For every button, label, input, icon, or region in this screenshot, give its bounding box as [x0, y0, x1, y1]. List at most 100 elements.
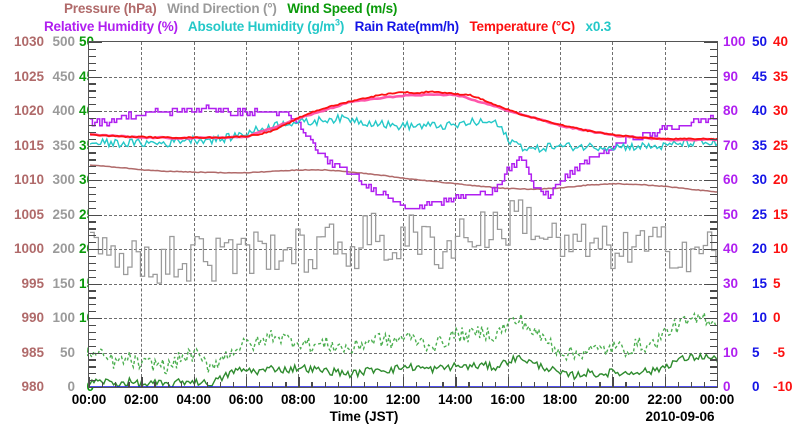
y-tick-minor	[89, 311, 96, 313]
axis-tick-label: 400	[52, 103, 75, 118]
axis-tick-label: 50	[752, 34, 768, 49]
x-tick-major	[350, 377, 352, 387]
x-tick-minor	[167, 382, 169, 387]
y-tick-minor	[89, 359, 96, 361]
axis-labels-relative-humidity: 100 90 80 70 60 50 40 30 20 10 0	[723, 0, 749, 434]
legend-row-humidity-rain-temp: Relative Humidity (%) Absolute Humidity …	[44, 17, 618, 34]
axis-tick-label: 1000	[13, 241, 44, 256]
y-tick-minor	[89, 290, 96, 292]
x-axis-tick-label: 12:00	[385, 392, 421, 407]
axis-tick-label: 100	[723, 34, 746, 49]
y-tick-minor	[710, 324, 717, 327]
y-tick-minor	[710, 380, 717, 382]
gridline-vertical	[455, 42, 457, 387]
x-tick-minor	[573, 382, 575, 387]
y-tick-minor	[710, 83, 717, 85]
axis-tick-label: 40	[773, 34, 789, 49]
y-tick-minor	[710, 104, 717, 106]
y-tick-minor	[89, 69, 96, 71]
axis-tick-label: 250	[52, 206, 75, 222]
x-tick-major	[612, 377, 614, 387]
x-axis-tick-label: 06:00	[228, 392, 264, 407]
y-tick-minor	[89, 262, 96, 265]
axis-tick-label: 60	[723, 172, 739, 187]
y-tick-minor	[89, 373, 96, 375]
x-axis-tick-label: 08:00	[281, 392, 316, 407]
y-tick-minor	[710, 297, 717, 299]
y-tick-major	[704, 214, 717, 216]
axis-tick-label: 300	[52, 172, 75, 187]
legend-rain-rate: Rain Rate(mm/h)	[354, 18, 459, 34]
axis-tick-label: -10	[773, 379, 793, 394]
y-tick-minor	[710, 345, 717, 347]
y-tick-minor	[710, 152, 717, 154]
gridline-vertical	[560, 42, 561, 387]
x-tick-minor	[494, 382, 496, 387]
y-tick-major	[704, 180, 717, 182]
series-wind-direction	[90, 199, 717, 284]
axis-tick-label: 25	[752, 206, 768, 222]
gridline-vertical	[298, 42, 300, 387]
x-tick-minor	[690, 382, 693, 387]
series-temperature	[90, 90, 717, 141]
y-tick-minor	[710, 338, 717, 340]
y-tick-major	[89, 180, 102, 182]
axis-tick-label: 45	[752, 68, 768, 84]
y-tick-minor	[89, 235, 96, 237]
y-tick-minor	[710, 131, 717, 133]
x-tick-minor	[285, 382, 287, 387]
x-tick-minor	[677, 382, 680, 387]
y-tick-minor	[89, 366, 96, 368]
y-tick-minor	[710, 90, 717, 92]
legend-relative-humidity: Relative Humidity (%)	[44, 18, 178, 34]
x-tick-minor	[638, 382, 640, 387]
y-tick-major	[89, 42, 102, 44]
y-tick-minor	[710, 200, 717, 202]
x-tick-major	[664, 377, 666, 387]
x-tick-minor	[219, 382, 222, 387]
x-tick-major	[89, 377, 91, 387]
y-tick-major	[89, 352, 102, 354]
y-tick-minor	[710, 366, 717, 368]
x-tick-minor	[599, 382, 601, 387]
x-tick-minor	[311, 382, 313, 387]
axis-labels-rain-rate: 50 45 40 35 30 25 20 15 10 5 0	[752, 0, 772, 434]
x-tick-major	[560, 377, 562, 387]
y-tick-major	[704, 42, 717, 44]
x-axis-tick-label: 04:00	[176, 392, 211, 407]
legend-temperature: Temperature (°C)	[469, 18, 576, 34]
axis-tick-label: 30	[723, 275, 739, 291]
y-tick-minor	[89, 255, 96, 258]
x-axis-tick-label: 18:00	[542, 392, 578, 407]
x-tick-minor	[259, 382, 261, 387]
axis-tick-label: 990	[21, 310, 44, 325]
y-tick-major	[704, 352, 717, 354]
x-tick-minor	[115, 382, 117, 387]
y-tick-minor	[710, 138, 717, 140]
y-tick-minor	[710, 69, 717, 71]
y-tick-minor	[89, 228, 96, 230]
gridline-vertical	[612, 42, 614, 387]
y-tick-minor	[710, 55, 717, 58]
legend-absolute-humidity-exponent: 3	[335, 17, 340, 27]
y-tick-minor	[710, 62, 717, 64]
x-axis-tick-label: 20:00	[595, 392, 630, 407]
x-tick-minor	[206, 382, 209, 387]
axis-tick-label: -5	[773, 344, 786, 360]
y-tick-minor	[710, 311, 717, 313]
axis-tick-label: 80	[723, 103, 739, 118]
x-tick-major	[717, 377, 719, 387]
x-tick-minor	[651, 382, 653, 387]
axis-tick-label: 40	[752, 103, 768, 118]
y-tick-major	[89, 145, 102, 147]
series-relative-humidity	[90, 104, 717, 210]
y-tick-minor	[89, 152, 96, 154]
y-tick-minor	[89, 193, 96, 196]
y-tick-minor	[89, 173, 96, 175]
series-wind-gust	[90, 311, 717, 376]
y-tick-major	[704, 76, 717, 78]
axis-tick-label: 70	[723, 137, 739, 153]
axis-tick-label: 150	[52, 275, 75, 291]
axis-tick-label: 1010	[13, 172, 44, 187]
